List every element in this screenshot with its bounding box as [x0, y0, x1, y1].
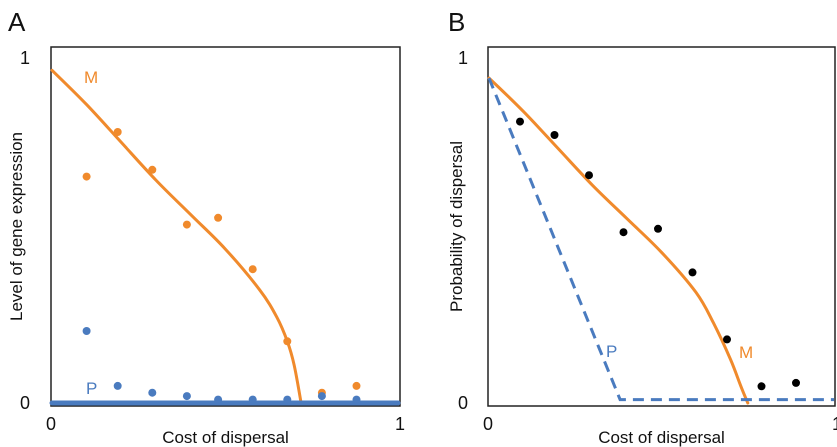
- data-point-data: [688, 268, 697, 277]
- data-point-data: [723, 335, 731, 344]
- y-tick-label: 1: [458, 48, 468, 68]
- data-point-m: [352, 381, 361, 390]
- data-point-p: [248, 395, 257, 404]
- series-label-m: M: [84, 68, 98, 87]
- data-point-m: [113, 128, 122, 136]
- plot-frame: [487, 46, 836, 407]
- y-axis-label: Level of gene expression: [7, 132, 26, 321]
- data-point-data: [585, 171, 593, 180]
- panel-b: B 1 00 1 Cost of dispersal Probability of dis…: [447, 7, 837, 447]
- series-line-m: [487, 76, 750, 405]
- data-point-p: [283, 395, 292, 404]
- series-line-m: [50, 68, 303, 405]
- panel-letter: A: [8, 7, 26, 37]
- data-point-p: [214, 395, 223, 404]
- plot-frame: [50, 46, 401, 407]
- panel-a: A 1 00 1 Cost of dispersal Level of gene expr…: [7, 7, 405, 447]
- panel-letter: B: [448, 7, 465, 37]
- data-point-m: [182, 220, 191, 229]
- y-tick-label: 1: [20, 48, 30, 68]
- data-point-p: [352, 395, 361, 404]
- data-point-p: [82, 327, 91, 335]
- x-tick-label: 0: [46, 414, 56, 434]
- data-point-m: [82, 172, 91, 181]
- data-point-p: [148, 388, 157, 397]
- x-tick-label: 0: [483, 414, 493, 434]
- series-label-m: M: [739, 343, 753, 362]
- data-point-p: [317, 392, 326, 401]
- x-tick-label: 1: [832, 414, 837, 434]
- series-label-p: P: [86, 379, 97, 398]
- data-point-m: [248, 265, 257, 274]
- data-point-p: [113, 381, 122, 390]
- x-axis-label: Cost of dispersal: [162, 428, 289, 447]
- data-point-p: [182, 392, 191, 401]
- data-point-data: [792, 378, 800, 387]
- y-axis-label: Probability of dispersal: [447, 141, 466, 312]
- data-point-data: [619, 228, 628, 237]
- data-point-data: [516, 117, 524, 126]
- data-point-data: [757, 382, 766, 391]
- x-tick-label: 1: [395, 414, 405, 434]
- series-label-p: P: [606, 342, 617, 361]
- y-tick-label: 0: [458, 393, 468, 413]
- y-tick-label: 0: [20, 393, 30, 413]
- data-point-m: [214, 213, 223, 222]
- data-point-data: [550, 131, 559, 139]
- data-point-m: [148, 165, 157, 174]
- x-axis-label: Cost of dispersal: [598, 428, 725, 447]
- data-point-m: [283, 337, 292, 346]
- data-point-data: [654, 224, 662, 233]
- series-line-p: [487, 77, 834, 402]
